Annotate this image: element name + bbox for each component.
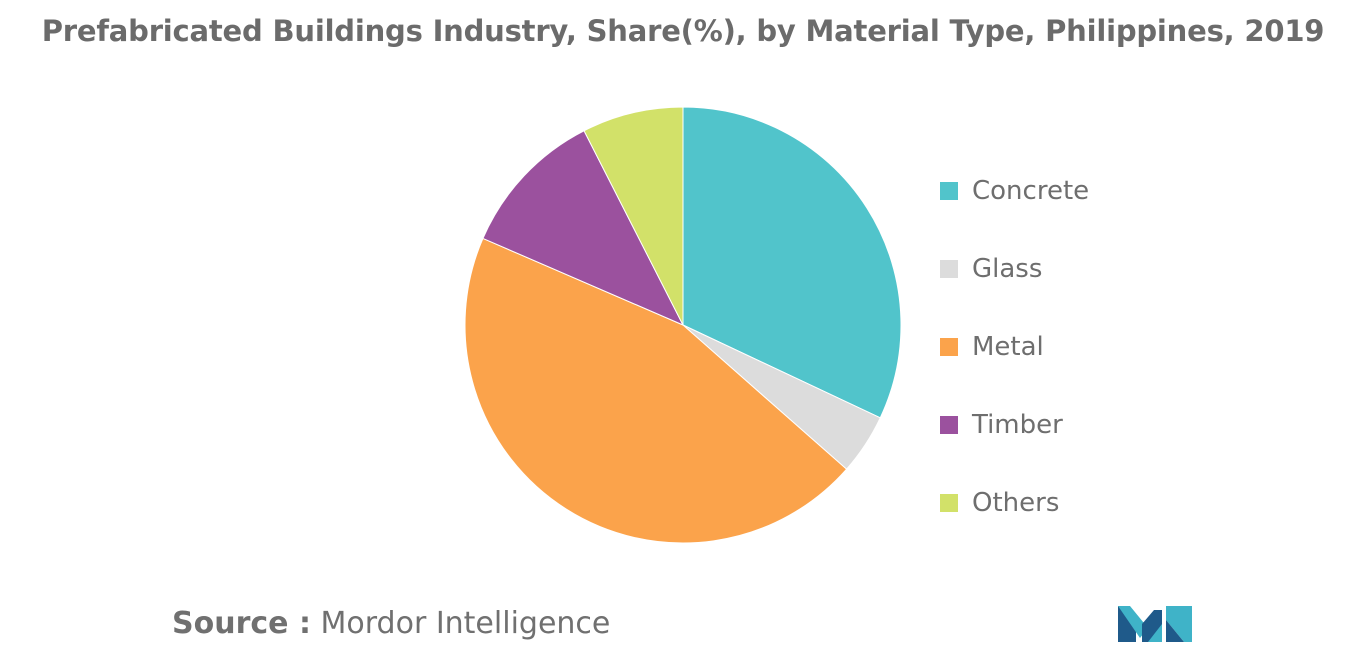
pie-slices xyxy=(464,106,902,544)
legend-label: Others xyxy=(972,488,1060,518)
legend-label: Glass xyxy=(972,254,1043,284)
legend-item-concrete: Concrete xyxy=(940,152,1200,230)
source-text: Mordor Intelligence xyxy=(320,606,611,641)
legend-item-timber: Timber xyxy=(940,386,1200,464)
legend-swatch xyxy=(940,338,958,356)
mordor-intelligence-logo-icon xyxy=(1118,606,1192,642)
source-label: Source : xyxy=(172,606,311,641)
legend-item-metal: Metal xyxy=(940,308,1200,386)
pie-slice-concrete xyxy=(682,106,902,419)
chart-legend: Concrete Glass Metal Timber Others xyxy=(940,152,1200,542)
legend-label: Concrete xyxy=(972,176,1090,206)
source-note: Source : Mordor Intelligence xyxy=(172,606,610,641)
legend-item-others: Others xyxy=(940,464,1200,542)
legend-swatch xyxy=(940,182,958,200)
pie-slice-metal xyxy=(464,237,848,544)
legend-item-glass: Glass xyxy=(940,230,1200,308)
legend-swatch xyxy=(940,494,958,512)
pie-slice-others xyxy=(583,106,684,326)
pie-slice-timber xyxy=(482,130,685,327)
legend-label: Timber xyxy=(972,410,1063,440)
legend-swatch xyxy=(940,416,958,434)
chart-title: Prefabricated Buildings Industry, Share(… xyxy=(41,14,1325,48)
legend-swatch xyxy=(940,260,958,278)
legend-label: Metal xyxy=(972,332,1044,362)
